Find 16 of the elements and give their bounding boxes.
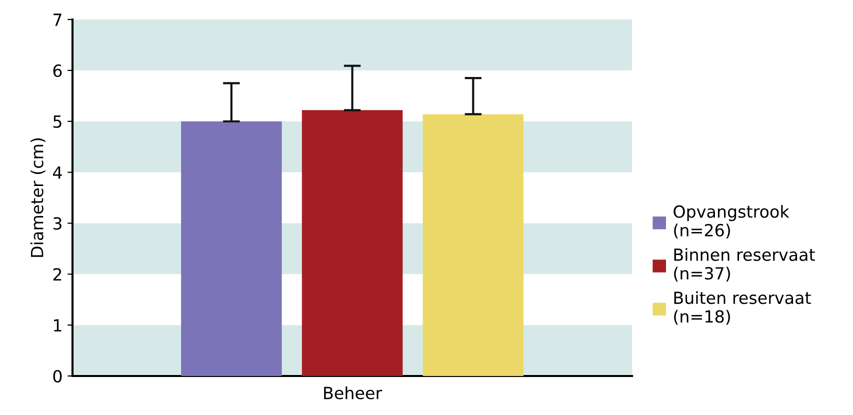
y-tick-label: 4 <box>52 166 62 179</box>
bar <box>422 114 524 376</box>
bar <box>181 121 282 376</box>
y-tick-label: 6 <box>53 64 62 77</box>
y-tick-label: 3 <box>53 217 62 230</box>
y-tick-label: 2 <box>53 268 62 280</box>
legend-label: Buiten reservaat (n=18) <box>674 291 811 325</box>
legend-label: Binnen reservaat (n=37) <box>674 248 815 282</box>
legend-label: Opvangstrook (n=26) <box>674 204 790 238</box>
bar <box>302 110 403 376</box>
y-tick-label: 0 <box>53 370 62 383</box>
y-tick-label: 1 <box>54 319 62 332</box>
y-axis-title: Diameter (cm) <box>30 138 46 257</box>
x-axis-title: Beheer <box>324 386 382 400</box>
y-tick-label: 5 <box>53 116 62 128</box>
y-tick-label: 7 <box>54 14 62 26</box>
